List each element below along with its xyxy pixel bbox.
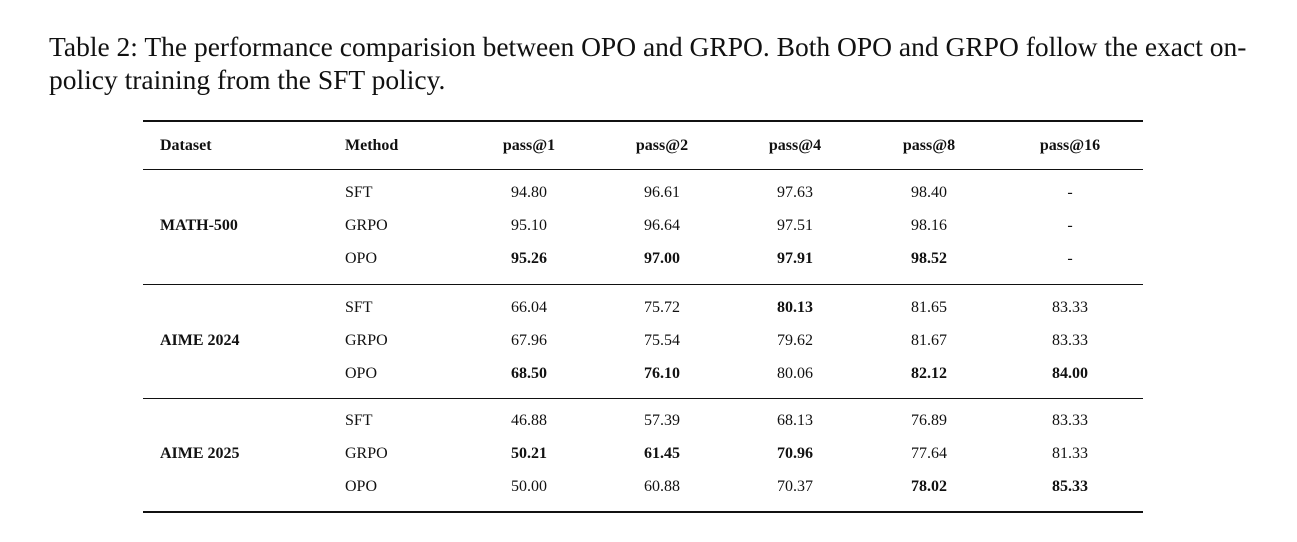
table-cell: 61.45: [644, 445, 680, 462]
table-cell: 97.51: [777, 217, 813, 234]
table-group-separator: [143, 284, 1143, 285]
table-cell: 95.26: [511, 250, 547, 267]
table-cell: 98.40: [911, 184, 947, 201]
method-cell: GRPO: [345, 445, 388, 462]
column-header: Method: [345, 137, 399, 154]
table-cell: 98.16: [911, 217, 947, 234]
table-cell: 83.33: [1052, 412, 1088, 429]
table-cell: 76.10: [644, 365, 680, 382]
table-cell: 80.13: [777, 299, 813, 316]
table-cell: 68.13: [777, 412, 813, 429]
table-cell: 97.91: [777, 250, 813, 267]
dataset-label: AIME 2024: [160, 332, 240, 349]
column-header: pass@8: [902, 137, 956, 154]
method-cell: GRPO: [345, 332, 388, 349]
table-cell: 94.80: [511, 184, 547, 201]
table-cell: 75.54: [644, 332, 680, 349]
table-cell: 57.39: [644, 412, 680, 429]
table-cell: 79.62: [777, 332, 813, 349]
table-cell: 96.64: [644, 217, 680, 234]
column-header: pass@16: [1039, 137, 1101, 154]
method-cell: OPO: [345, 250, 378, 267]
method-cell: SFT: [345, 412, 373, 429]
table-cell: 83.33: [1052, 332, 1088, 349]
table-header-rule: [143, 169, 1143, 170]
table-cell: 81.65: [911, 299, 947, 316]
dataset-label: AIME 2025: [160, 445, 240, 462]
table-cell: 81.33: [1052, 445, 1088, 462]
method-cell: OPO: [345, 365, 378, 382]
table-cell: 97.00: [644, 250, 680, 267]
dataset-label: MATH-500: [160, 217, 238, 234]
table-cell: -: [1067, 250, 1073, 267]
table-cell: -: [1067, 217, 1073, 234]
table-cell: 97.63: [777, 184, 813, 201]
table-cell: 83.33: [1052, 299, 1088, 316]
table-cell: 85.33: [1052, 478, 1088, 495]
table-cell: 96.61: [644, 184, 680, 201]
table-cell: 76.89: [911, 412, 947, 429]
table-cell: 68.50: [511, 365, 547, 382]
table-cell: 81.67: [911, 332, 947, 349]
table-cell: 60.88: [644, 478, 680, 495]
table-cell: 82.12: [911, 365, 947, 382]
table-cell: 70.37: [777, 478, 813, 495]
table-caption: Table 2: The performance comparision bet…: [49, 31, 1247, 95]
method-cell: GRPO: [345, 217, 388, 234]
column-header: Dataset: [160, 137, 212, 154]
method-cell: SFT: [345, 299, 373, 316]
column-header: pass@2: [635, 137, 689, 154]
table-cell: 77.64: [911, 445, 947, 462]
column-header: pass@1: [502, 137, 556, 154]
table-cell: 50.21: [511, 445, 547, 462]
table-cell: -: [1067, 184, 1073, 201]
table-cell: 95.10: [511, 217, 547, 234]
table-cell: 50.00: [511, 478, 547, 495]
method-cell: OPO: [345, 478, 378, 495]
table-cell: 67.96: [511, 332, 547, 349]
table-bottom-rule: [143, 511, 1143, 513]
table-cell: 80.06: [777, 365, 813, 382]
column-header: pass@4: [768, 137, 822, 154]
table-cell: 98.52: [911, 250, 947, 267]
table-top-rule: [143, 120, 1143, 122]
table-cell: 78.02: [911, 478, 947, 495]
table-cell: 46.88: [511, 412, 547, 429]
table-cell: 75.72: [644, 299, 680, 316]
method-cell: SFT: [345, 184, 373, 201]
table-cell: 66.04: [511, 299, 547, 316]
table-cell: 70.96: [777, 445, 813, 462]
table-cell: 84.00: [1052, 365, 1088, 382]
table-group-separator: [143, 398, 1143, 399]
